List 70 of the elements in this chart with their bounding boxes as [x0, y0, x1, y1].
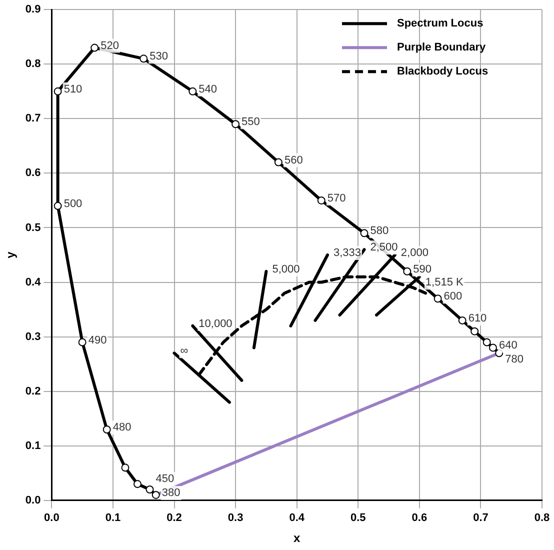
annotation: 3,333: [333, 247, 362, 260]
point: [488, 344, 497, 352]
point: [54, 87, 62, 96]
point: [121, 464, 130, 472]
x-tick-label: 0.4: [289, 512, 306, 524]
annotation: 540: [198, 83, 218, 96]
y-tick-label: 0.3: [25, 330, 41, 343]
point: [146, 485, 154, 494]
annotation: ∞: [180, 345, 188, 358]
annotation: 590: [413, 263, 432, 276]
x-tick-label: 0.3: [228, 512, 244, 524]
annotation: 5,000: [272, 263, 300, 276]
annotation: 380: [162, 486, 180, 499]
point: [434, 294, 442, 303]
legend-label: Purple Boundary: [397, 42, 487, 54]
x-tick-label: 0.7: [473, 512, 488, 524]
annotation: 1,515 K: [425, 276, 464, 289]
annotation: 530: [150, 50, 168, 63]
y-tick-label: 0.5: [25, 222, 41, 234]
annotation: 2,500: [370, 242, 398, 254]
x-tick-label: 0.0: [44, 512, 60, 524]
point: [78, 338, 86, 346]
point: [152, 490, 160, 499]
legend-label: Blackbody Locus: [397, 66, 488, 78]
annotation: 500: [64, 198, 82, 210]
y-tick-label: 0.6: [25, 167, 41, 180]
annotation: 610: [468, 312, 487, 324]
x-tick-label: 0.1: [105, 512, 121, 524]
point: [274, 158, 282, 166]
point: [232, 120, 240, 128]
y-tick-label: 0.0: [25, 494, 41, 506]
y-tick-label: 0.9: [25, 4, 41, 16]
point: [140, 54, 148, 63]
annotation: 550: [242, 116, 260, 128]
annotation: 480: [112, 422, 132, 434]
point: [54, 202, 62, 210]
annotation: 780: [505, 354, 524, 366]
annotation: 520: [100, 40, 119, 52]
x-tick-label: 0.6: [412, 512, 428, 524]
y-axis-title: y: [4, 251, 18, 258]
y-tick-label: 0.4: [25, 276, 42, 288]
annotation: 580: [370, 225, 389, 238]
point: [403, 267, 412, 276]
point: [458, 316, 466, 324]
point: [133, 480, 142, 488]
point: [470, 327, 479, 336]
legend-label: Spectrum Locus: [397, 18, 484, 30]
y-tick-label: 0.8: [25, 58, 41, 70]
annotation: 570: [327, 192, 346, 204]
x-tick-label: 0.2: [166, 512, 182, 524]
point: [188, 87, 197, 96]
y-tick-label: 0.1: [25, 440, 41, 452]
point: [482, 338, 491, 346]
annotation: 560: [284, 154, 303, 166]
y-tick-label: 0.2: [25, 385, 41, 398]
annotation: 490: [88, 334, 107, 346]
annotation: 450: [156, 472, 174, 485]
x-tick-label: 0.8: [534, 512, 550, 524]
point: [90, 44, 99, 52]
annotation: 510: [64, 83, 82, 96]
x-tick-label: 0.5: [350, 512, 366, 524]
x-axis-title: x: [294, 531, 300, 546]
annotation: 640: [498, 340, 518, 352]
point: [360, 229, 368, 238]
y-tick-label: 0.7: [25, 112, 41, 125]
point: [102, 426, 111, 434]
annotation: 600: [444, 290, 462, 303]
point: [317, 196, 326, 204]
annotation: 2,000: [400, 247, 428, 260]
annotation: 10,000: [198, 318, 232, 330]
